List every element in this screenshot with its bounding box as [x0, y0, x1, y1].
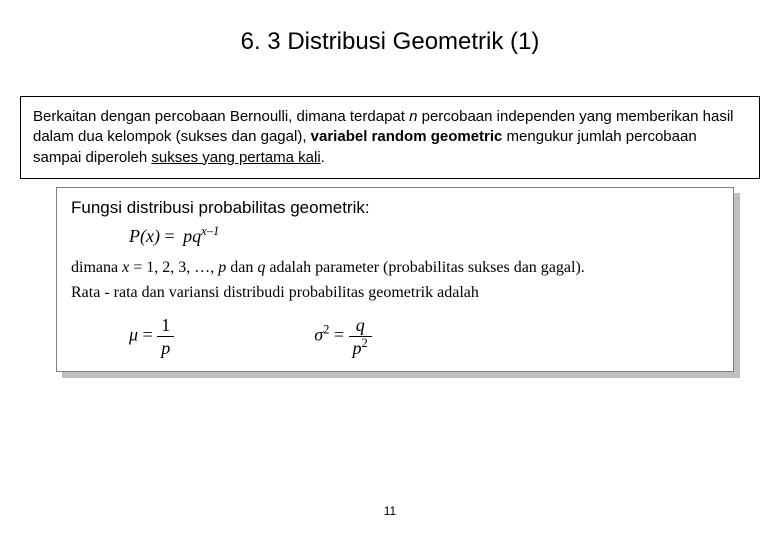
variance-formula: σ2 = q p2: [314, 316, 372, 357]
definition-box: Berkaitan dengan percobaan Bernoulli, di…: [20, 96, 760, 179]
formula-box: Fungsi distribusi probabilitas geometrik…: [56, 187, 734, 372]
sigma-squared: 2: [323, 323, 329, 337]
mu-fraction: 1 p: [157, 316, 174, 357]
def-bold-term: variabel random geometric: [311, 128, 503, 145]
mu-symbol: μ: [129, 325, 138, 345]
sigma-symbol: σ: [314, 325, 323, 345]
pmf-pq: pq: [183, 226, 201, 246]
formula-desc-line2: Rata - rata dan variansi distribudi prob…: [71, 280, 719, 306]
desc1-e: dan: [226, 259, 257, 276]
pmf-eq: =: [164, 226, 174, 246]
sigma-denominator: p2: [349, 337, 372, 357]
sigma-den-p: p: [353, 338, 362, 358]
formula-heading: Fungsi distribusi probabilitas geometrik…: [71, 198, 719, 218]
pmf-exponent: x–1: [201, 224, 219, 238]
formula-desc-line1: dimana x = 1, 2, 3, …, p dan q adalah pa…: [71, 255, 719, 281]
desc1-g: adalah parameter (probabilitas sukses da…: [265, 259, 584, 276]
mean-variance-row: μ = 1 p σ2 = q p2: [129, 316, 719, 357]
pmf-formula: P(x) = pqx–1: [129, 226, 719, 247]
desc1-a: dimana: [71, 259, 122, 276]
slide-title: 6. 3 Distribusi Geometrik (1): [0, 0, 780, 76]
def-text-pre: Berkaitan dengan percobaan Bernoulli, di…: [33, 108, 409, 125]
sigma-fraction: q p2: [349, 316, 372, 357]
mu-numerator: 1: [157, 316, 174, 337]
sigma-den-exp: 2: [362, 336, 368, 350]
mu-denominator: p: [157, 337, 174, 357]
page-number: 11: [0, 504, 780, 518]
pmf-lhs: P(x): [129, 226, 160, 246]
desc1-c: = 1, 2, 3, …,: [129, 259, 218, 276]
mu-eq: =: [143, 325, 153, 345]
sigma-numerator: q: [349, 316, 372, 337]
def-text-end: .: [321, 149, 325, 166]
sigma-eq: =: [334, 325, 344, 345]
def-underline-term: sukses yang pertama kali: [151, 149, 320, 166]
formula-box-wrapper: Fungsi distribusi probabilitas geometrik…: [56, 187, 734, 372]
mean-formula: μ = 1 p: [129, 316, 174, 357]
